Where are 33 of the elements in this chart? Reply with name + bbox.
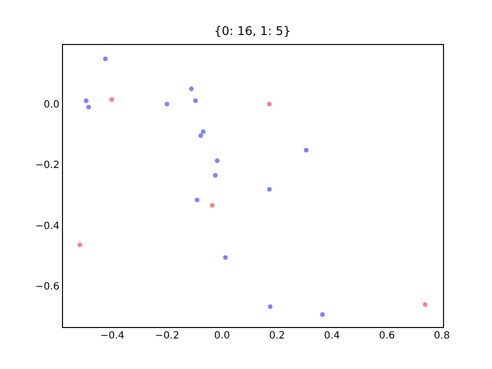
point xyxy=(212,173,218,178)
x-tick-label: 0.6 xyxy=(378,330,395,342)
x-tick-label: 0.2 xyxy=(269,330,285,342)
chart-title: {0: 16, 1: 5} xyxy=(214,24,291,38)
point xyxy=(198,133,204,138)
x-tick-label: 0.0 xyxy=(214,330,230,342)
point xyxy=(267,186,272,192)
point xyxy=(164,102,170,106)
point xyxy=(78,242,82,248)
point xyxy=(103,56,108,62)
point xyxy=(200,129,206,134)
x-tick-label: 0.8 xyxy=(434,330,450,342)
point xyxy=(320,312,325,317)
point xyxy=(223,255,228,260)
point xyxy=(194,198,200,202)
point xyxy=(422,302,428,307)
x-tick-label: −0.4 xyxy=(100,330,124,342)
point xyxy=(304,148,309,153)
point xyxy=(193,98,198,104)
y-tick-label: −0.6 xyxy=(35,282,60,293)
y-tick-label: −0.4 xyxy=(35,220,60,232)
point xyxy=(210,203,215,208)
point xyxy=(268,304,273,310)
point xyxy=(214,158,220,164)
point xyxy=(86,104,91,110)
point xyxy=(84,98,89,104)
y-tick-label: −0.2 xyxy=(35,160,60,172)
x-tick-label: 0.4 xyxy=(324,330,340,342)
point xyxy=(189,86,194,92)
point xyxy=(267,102,272,106)
x-tick-label: −0.2 xyxy=(155,330,180,342)
point xyxy=(109,97,114,102)
y-tick-label: 0.0 xyxy=(44,100,60,111)
